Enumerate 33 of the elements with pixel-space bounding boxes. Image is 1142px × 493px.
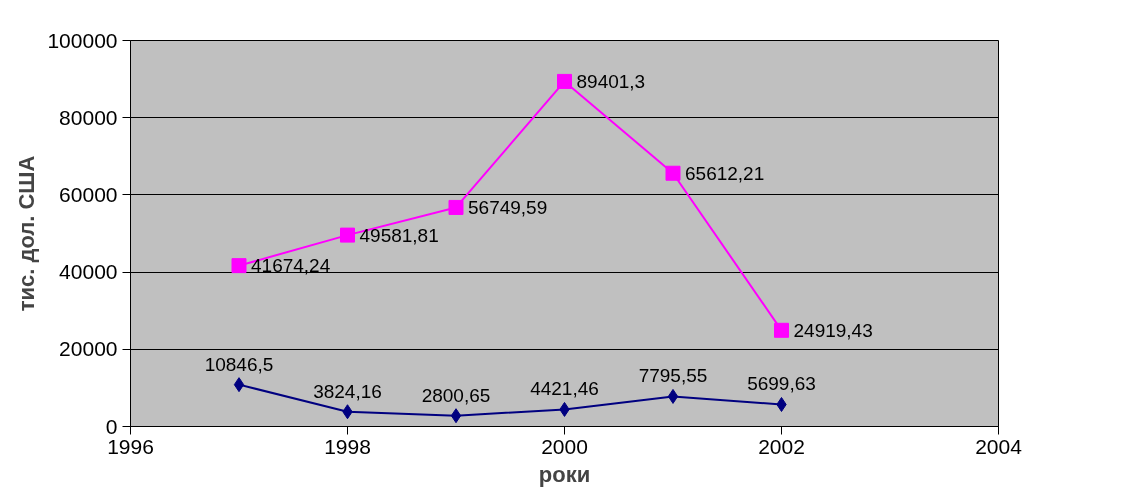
point: [450, 408, 462, 424]
data-label: 3824,16: [313, 380, 382, 402]
x-tick-label: 2002: [758, 434, 805, 458]
point: [557, 73, 572, 89]
point: [665, 165, 681, 181]
data-label: 24919,43: [793, 319, 873, 341]
data-label: 49581,81: [359, 224, 439, 246]
y-tick-label: 40000: [59, 260, 118, 284]
y-tick-label: 60000: [59, 182, 118, 206]
data-label: 7795,55: [638, 365, 708, 387]
point: [667, 388, 679, 404]
data-label: 65612,21: [685, 162, 765, 184]
x-tick-label: 1998: [324, 434, 371, 458]
y-tick-label: 80000: [59, 105, 118, 129]
data-label: 10846,5: [204, 353, 274, 375]
y-tick-label: 100000: [47, 28, 118, 52]
x-tick-label: 2000: [541, 434, 588, 458]
point: [448, 199, 464, 215]
point: [233, 377, 245, 393]
point: [774, 322, 789, 338]
y-tick-label: 20000: [59, 337, 118, 361]
data-label: 41674,24: [251, 255, 331, 277]
y-axis-title: тис. дол. США: [14, 155, 40, 312]
data-label: 56749,59: [468, 196, 548, 218]
data-label: 5699,63: [747, 373, 816, 395]
x-axis-title: роки: [538, 461, 591, 487]
point: [776, 397, 787, 412]
x-tick-label: 2004: [975, 434, 1023, 458]
data-label: 4421,46: [530, 378, 599, 400]
point: [340, 227, 355, 243]
data-label: 2800,65: [421, 384, 491, 406]
data-label: 89401,3: [576, 70, 646, 92]
point: [231, 258, 247, 274]
